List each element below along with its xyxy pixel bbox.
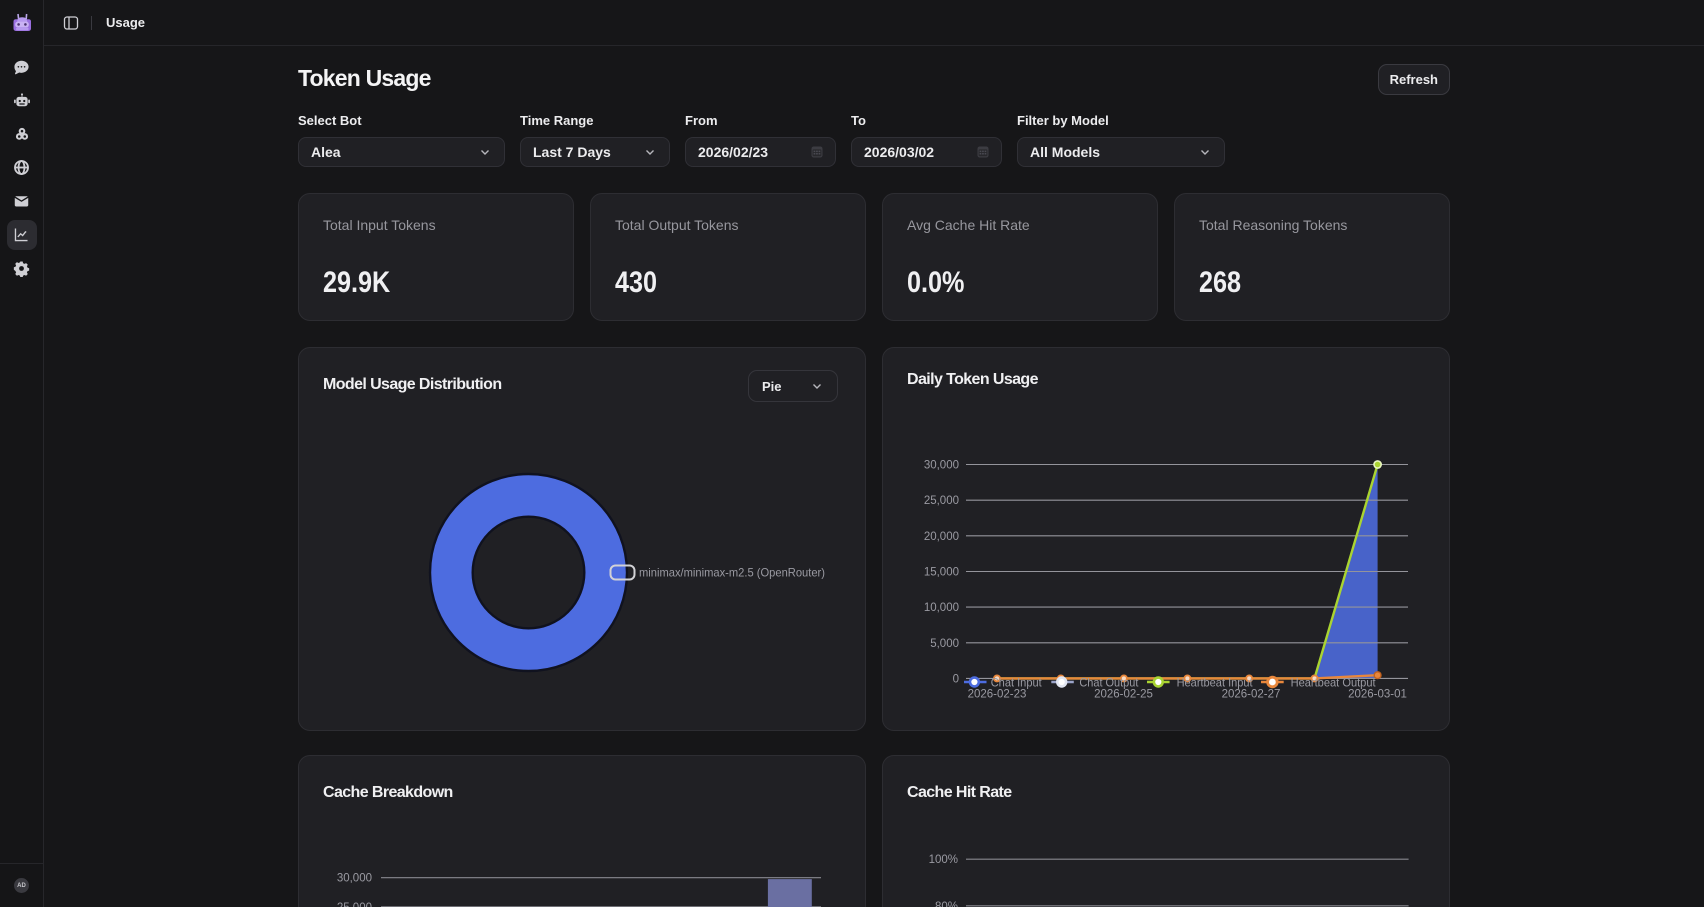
svg-text:Heartbeat Input: Heartbeat Input [1177, 675, 1254, 689]
svg-text:30,000: 30,000 [337, 873, 372, 885]
svg-text:2026-02-23: 2026-02-23 [968, 689, 1027, 701]
svg-text:25,000: 25,000 [924, 495, 959, 507]
svg-text:minimax/minimax-m2.5 (OpenRout: minimax/minimax-m2.5 (OpenRouter) [639, 566, 825, 580]
svg-text:100%: 100% [929, 854, 958, 866]
svg-text:2026-02-27: 2026-02-27 [1222, 689, 1281, 701]
svg-text:5,000: 5,000 [930, 638, 959, 650]
svg-text:2026-03-01: 2026-03-01 [1348, 689, 1407, 701]
svg-text:2026-02-25: 2026-02-25 [1094, 689, 1153, 701]
svg-text:30,000: 30,000 [924, 460, 959, 472]
svg-text:Heartbeat Output: Heartbeat Output [1291, 675, 1377, 689]
svg-text:15,000: 15,000 [924, 567, 959, 579]
svg-text:Chat Input: Chat Input [991, 675, 1043, 689]
svg-text:10,000: 10,000 [924, 602, 959, 614]
svg-text:20,000: 20,000 [924, 531, 959, 543]
svg-text:80%: 80% [935, 901, 958, 907]
svg-text:0: 0 [953, 673, 959, 685]
svg-text:25,000: 25,000 [337, 902, 372, 907]
svg-text:Chat Output: Chat Output [1079, 675, 1139, 689]
